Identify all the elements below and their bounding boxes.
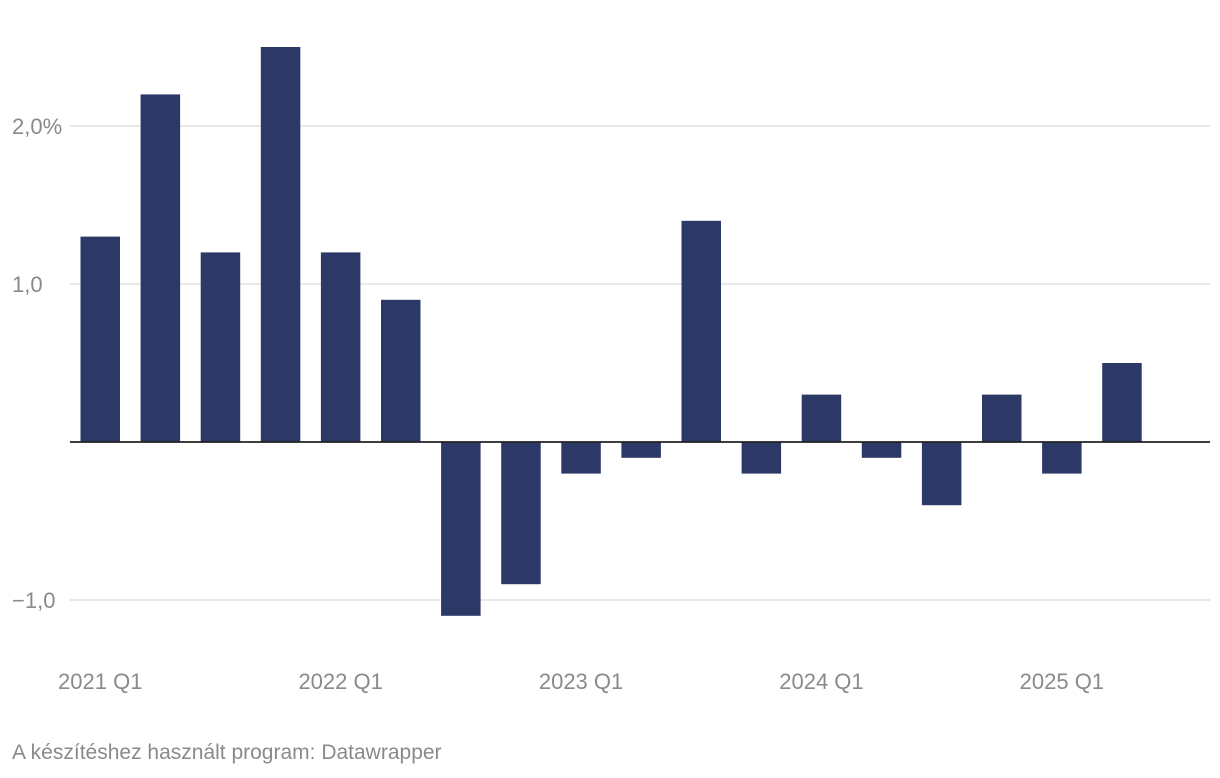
y-tick-label: −1,0 <box>12 588 55 613</box>
credit-text: A készítéshez használt program: Datawrap… <box>12 741 442 764</box>
bar-2023-q4 <box>741 442 782 474</box>
bar-2023-q2 <box>621 442 661 458</box>
bar-2025-q2 <box>1102 363 1142 442</box>
bar-2021-q4 <box>260 47 301 442</box>
y-tick-label: 2,0% <box>12 114 62 139</box>
bar-2023-q3 <box>681 220 721 442</box>
bar-2021-q2 <box>140 94 181 443</box>
bar-2022-q4 <box>501 442 541 585</box>
bar-2023-q1 <box>561 442 601 474</box>
gridlines <box>70 125 1210 601</box>
bar-2022-q2 <box>381 299 421 442</box>
bar-2024-q1 <box>801 394 842 442</box>
x-tick-label: 2021 Q1 <box>58 669 142 694</box>
x-tick-label: 2025 Q1 <box>1020 669 1104 694</box>
x-tick-label: 2023 Q1 <box>539 669 623 694</box>
bar-2022-q3 <box>441 442 481 616</box>
x-axis-labels: 2021 Q1 2022 Q1 2023 Q1 2024 Q1 2025 Q1 <box>58 669 1104 694</box>
bar-2021-q3 <box>200 252 241 442</box>
bar-2021-q1 <box>80 236 120 442</box>
bar-2025-q1 <box>1042 442 1082 474</box>
y-tick-label: 1,0 <box>12 272 43 297</box>
x-tick-label: 2024 Q1 <box>779 669 863 694</box>
x-tick-label: 2022 Q1 <box>298 669 382 694</box>
bars <box>80 47 1142 616</box>
bar-2024-q3 <box>921 442 962 506</box>
y-axis-labels: 2,0% 1,0 −1,0 <box>12 114 62 613</box>
bar-2024-q2 <box>861 442 902 458</box>
bar-2022-q1 <box>320 252 361 442</box>
bar-chart: 2,0% 1,0 −1,0 2021 Q1 2022 Q1 2023 Q1 2024 Q1… <box>12 47 1210 694</box>
bar-2024-q4 <box>982 394 1022 442</box>
